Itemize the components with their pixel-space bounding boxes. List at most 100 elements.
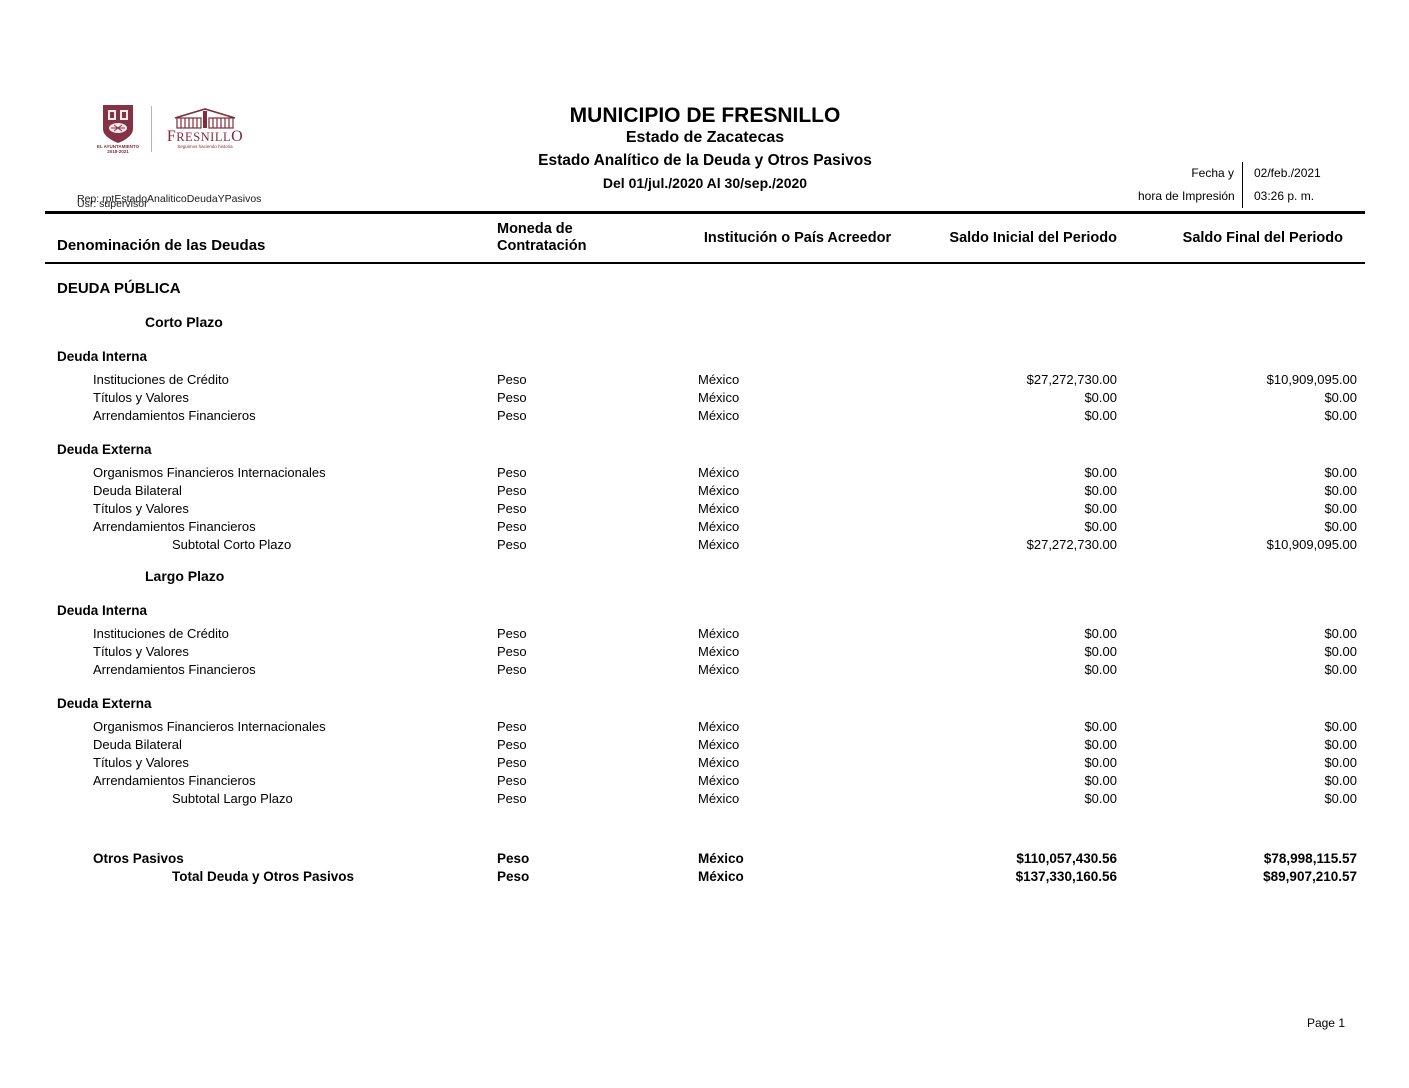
column-header-institucion: Institución o País Acreedor: [703, 229, 892, 246]
cell-denominacion: Deuda Interna: [57, 603, 148, 618]
cell-saldo-inicial: $0.00: [1084, 501, 1117, 516]
cell-moneda: Peso: [497, 483, 527, 498]
cell-moneda: Peso: [497, 773, 527, 788]
cell-denominacion: Instituciones de Crédito: [93, 372, 229, 387]
cell-institucion: México: [698, 719, 740, 734]
cell-moneda: Peso: [497, 755, 527, 770]
cell-institucion: [690, 347, 905, 371]
cell-institucion: México: [698, 537, 740, 552]
table-row: Subtotal Corto Plazo Peso México $27,272,73…: [45, 536, 1365, 554]
table-row: Títulos y Valores Peso México $0.00 $0.00: [45, 643, 1365, 661]
top-rule: [45, 211, 1365, 214]
cell-denominacion: Deuda Bilateral: [93, 737, 182, 752]
cell-institucion: [690, 694, 905, 718]
report-period: Del 01/jul./2020 Al 30/sep./2020: [602, 175, 808, 191]
cell-denominacion: Subtotal Corto Plazo: [172, 537, 292, 552]
cell-saldo-final: $0.00: [1324, 408, 1357, 423]
cell-institucion: [690, 440, 905, 464]
cell-institucion: México: [698, 483, 740, 498]
table-row: Arrendamientos Financieros Peso México $0.0…: [45, 772, 1365, 790]
cell-saldo-final: [1117, 278, 1357, 300]
cell-denominacion: Deuda Bilateral: [93, 483, 182, 498]
column-header-saldo-inicial: Saldo Inicial del Periodo: [949, 229, 1117, 246]
table-row: Instituciones de Crédito Peso México $0.00 $…: [45, 625, 1365, 643]
table-row: Largo Plazo: [45, 566, 1365, 586]
cell-saldo-inicial: $0.00: [1084, 408, 1117, 423]
cell-saldo-final: $0.00: [1324, 501, 1357, 516]
cell-saldo-final: $0.00: [1324, 773, 1357, 788]
table-row: Deuda Interna: [45, 347, 1365, 371]
cell-institucion: México: [698, 390, 740, 405]
cell-saldo-final: $0.00: [1324, 519, 1357, 534]
logo-divider: [151, 106, 152, 152]
table-row: Instituciones de Crédito Peso México $27,27…: [45, 371, 1365, 389]
cell-denominacion: Arrendamientos Financieros: [93, 408, 256, 423]
cell-moneda: [490, 440, 690, 464]
cell-saldo-final: [1117, 347, 1357, 371]
cell-saldo-inicial: [905, 347, 1117, 371]
fresnillo-tagline: Seguimos haciendo historia: [177, 144, 233, 149]
cell-saldo-inicial: $27,272,730.00: [1026, 537, 1117, 552]
cell-denominacion: Títulos y Valores: [93, 644, 189, 659]
cell-moneda: Peso: [497, 869, 530, 884]
cell-saldo-final: $0.00: [1324, 644, 1357, 659]
cell-saldo-inicial: $0.00: [1084, 483, 1117, 498]
cell-moneda: Peso: [497, 644, 527, 659]
cell-denominacion: Títulos y Valores: [93, 390, 189, 405]
table-row: Títulos y Valores Peso México $0.00 $0.00: [45, 754, 1365, 772]
print-info-block: Fecha y 02/feb./2021 hora de Impresión 0…: [1138, 162, 1326, 208]
cell-moneda: Peso: [497, 737, 527, 752]
cell-saldo-inicial: $137,330,160.56: [1015, 869, 1117, 884]
cell-moneda: Peso: [497, 408, 527, 423]
cell-denominacion: Instituciones de Crédito: [93, 626, 229, 641]
cell-denominacion: Deuda Externa: [57, 442, 152, 457]
cell-institucion: México: [698, 869, 744, 884]
cell-saldo-inicial: $0.00: [1084, 644, 1117, 659]
cell-saldo-final: $0.00: [1324, 662, 1357, 677]
cell-moneda: Peso: [497, 662, 527, 677]
cell-institucion: [690, 566, 905, 586]
table-row: DEUDA PÚBLICA: [45, 278, 1365, 300]
table-row: Títulos y Valores Peso México $0.00 $0.00: [45, 500, 1365, 518]
cell-moneda: [490, 601, 690, 625]
cell-denominacion: Otros Pasivos: [93, 851, 184, 866]
cell-saldo-inicial: $27,272,730.00: [1026, 372, 1117, 387]
cell-denominacion: Corto Plazo: [145, 314, 223, 330]
cell-institucion: México: [698, 773, 740, 788]
cell-saldo-inicial: $0.00: [1084, 791, 1117, 806]
cell-saldo-final: [1117, 601, 1357, 625]
cell-denominacion: Títulos y Valores: [93, 501, 189, 516]
cell-saldo-final: $78,998,115.57: [1263, 851, 1357, 866]
table-row: Deuda Externa: [45, 440, 1365, 464]
cell-saldo-final: $0.00: [1324, 719, 1357, 734]
cell-saldo-final: $0.00: [1324, 465, 1357, 480]
table-row: Corto Plazo: [45, 312, 1365, 332]
cell-saldo-final: $10,909,095.00: [1266, 372, 1357, 387]
cell-saldo-inicial: [905, 566, 1117, 586]
cell-moneda: Peso: [497, 390, 527, 405]
table-body: DEUDA PÚBLICA Corto Plazo Deuda Interna Ins…: [45, 270, 1365, 886]
cell-moneda: Peso: [497, 719, 527, 734]
column-header-saldo-final: Saldo Final del Periodo: [1182, 229, 1343, 246]
cell-institucion: México: [698, 626, 740, 641]
table-row: Organismos Financieros Internacionales Pe…: [45, 718, 1365, 736]
table-row: Deuda Interna: [45, 601, 1365, 625]
cell-moneda: Peso: [497, 519, 527, 534]
cell-saldo-final: [1117, 312, 1357, 332]
cell-saldo-final: [1117, 440, 1357, 464]
print-label-line2: hora de Impresión: [1138, 189, 1235, 203]
print-time: 03:26 p. m.: [1242, 185, 1326, 208]
cell-institucion: [690, 601, 905, 625]
cell-saldo-inicial: [905, 278, 1117, 300]
cell-institucion: [690, 278, 905, 300]
cell-moneda: Peso: [497, 537, 527, 552]
cell-moneda: [490, 694, 690, 718]
cell-saldo-final: [1117, 694, 1357, 718]
cell-moneda: [490, 312, 690, 332]
print-label-line1: Fecha y: [1191, 166, 1234, 180]
cell-denominacion: Organismos Financieros Internacionales: [93, 465, 326, 480]
table-row: Organismos Financieros Internacionales Pe…: [45, 464, 1365, 482]
report-id: Rep: rptEstadoAnaliticoDeudaYPasivos: [77, 193, 262, 205]
table-row: Títulos y Valores Peso México $0.00 $0.00: [45, 389, 1365, 407]
